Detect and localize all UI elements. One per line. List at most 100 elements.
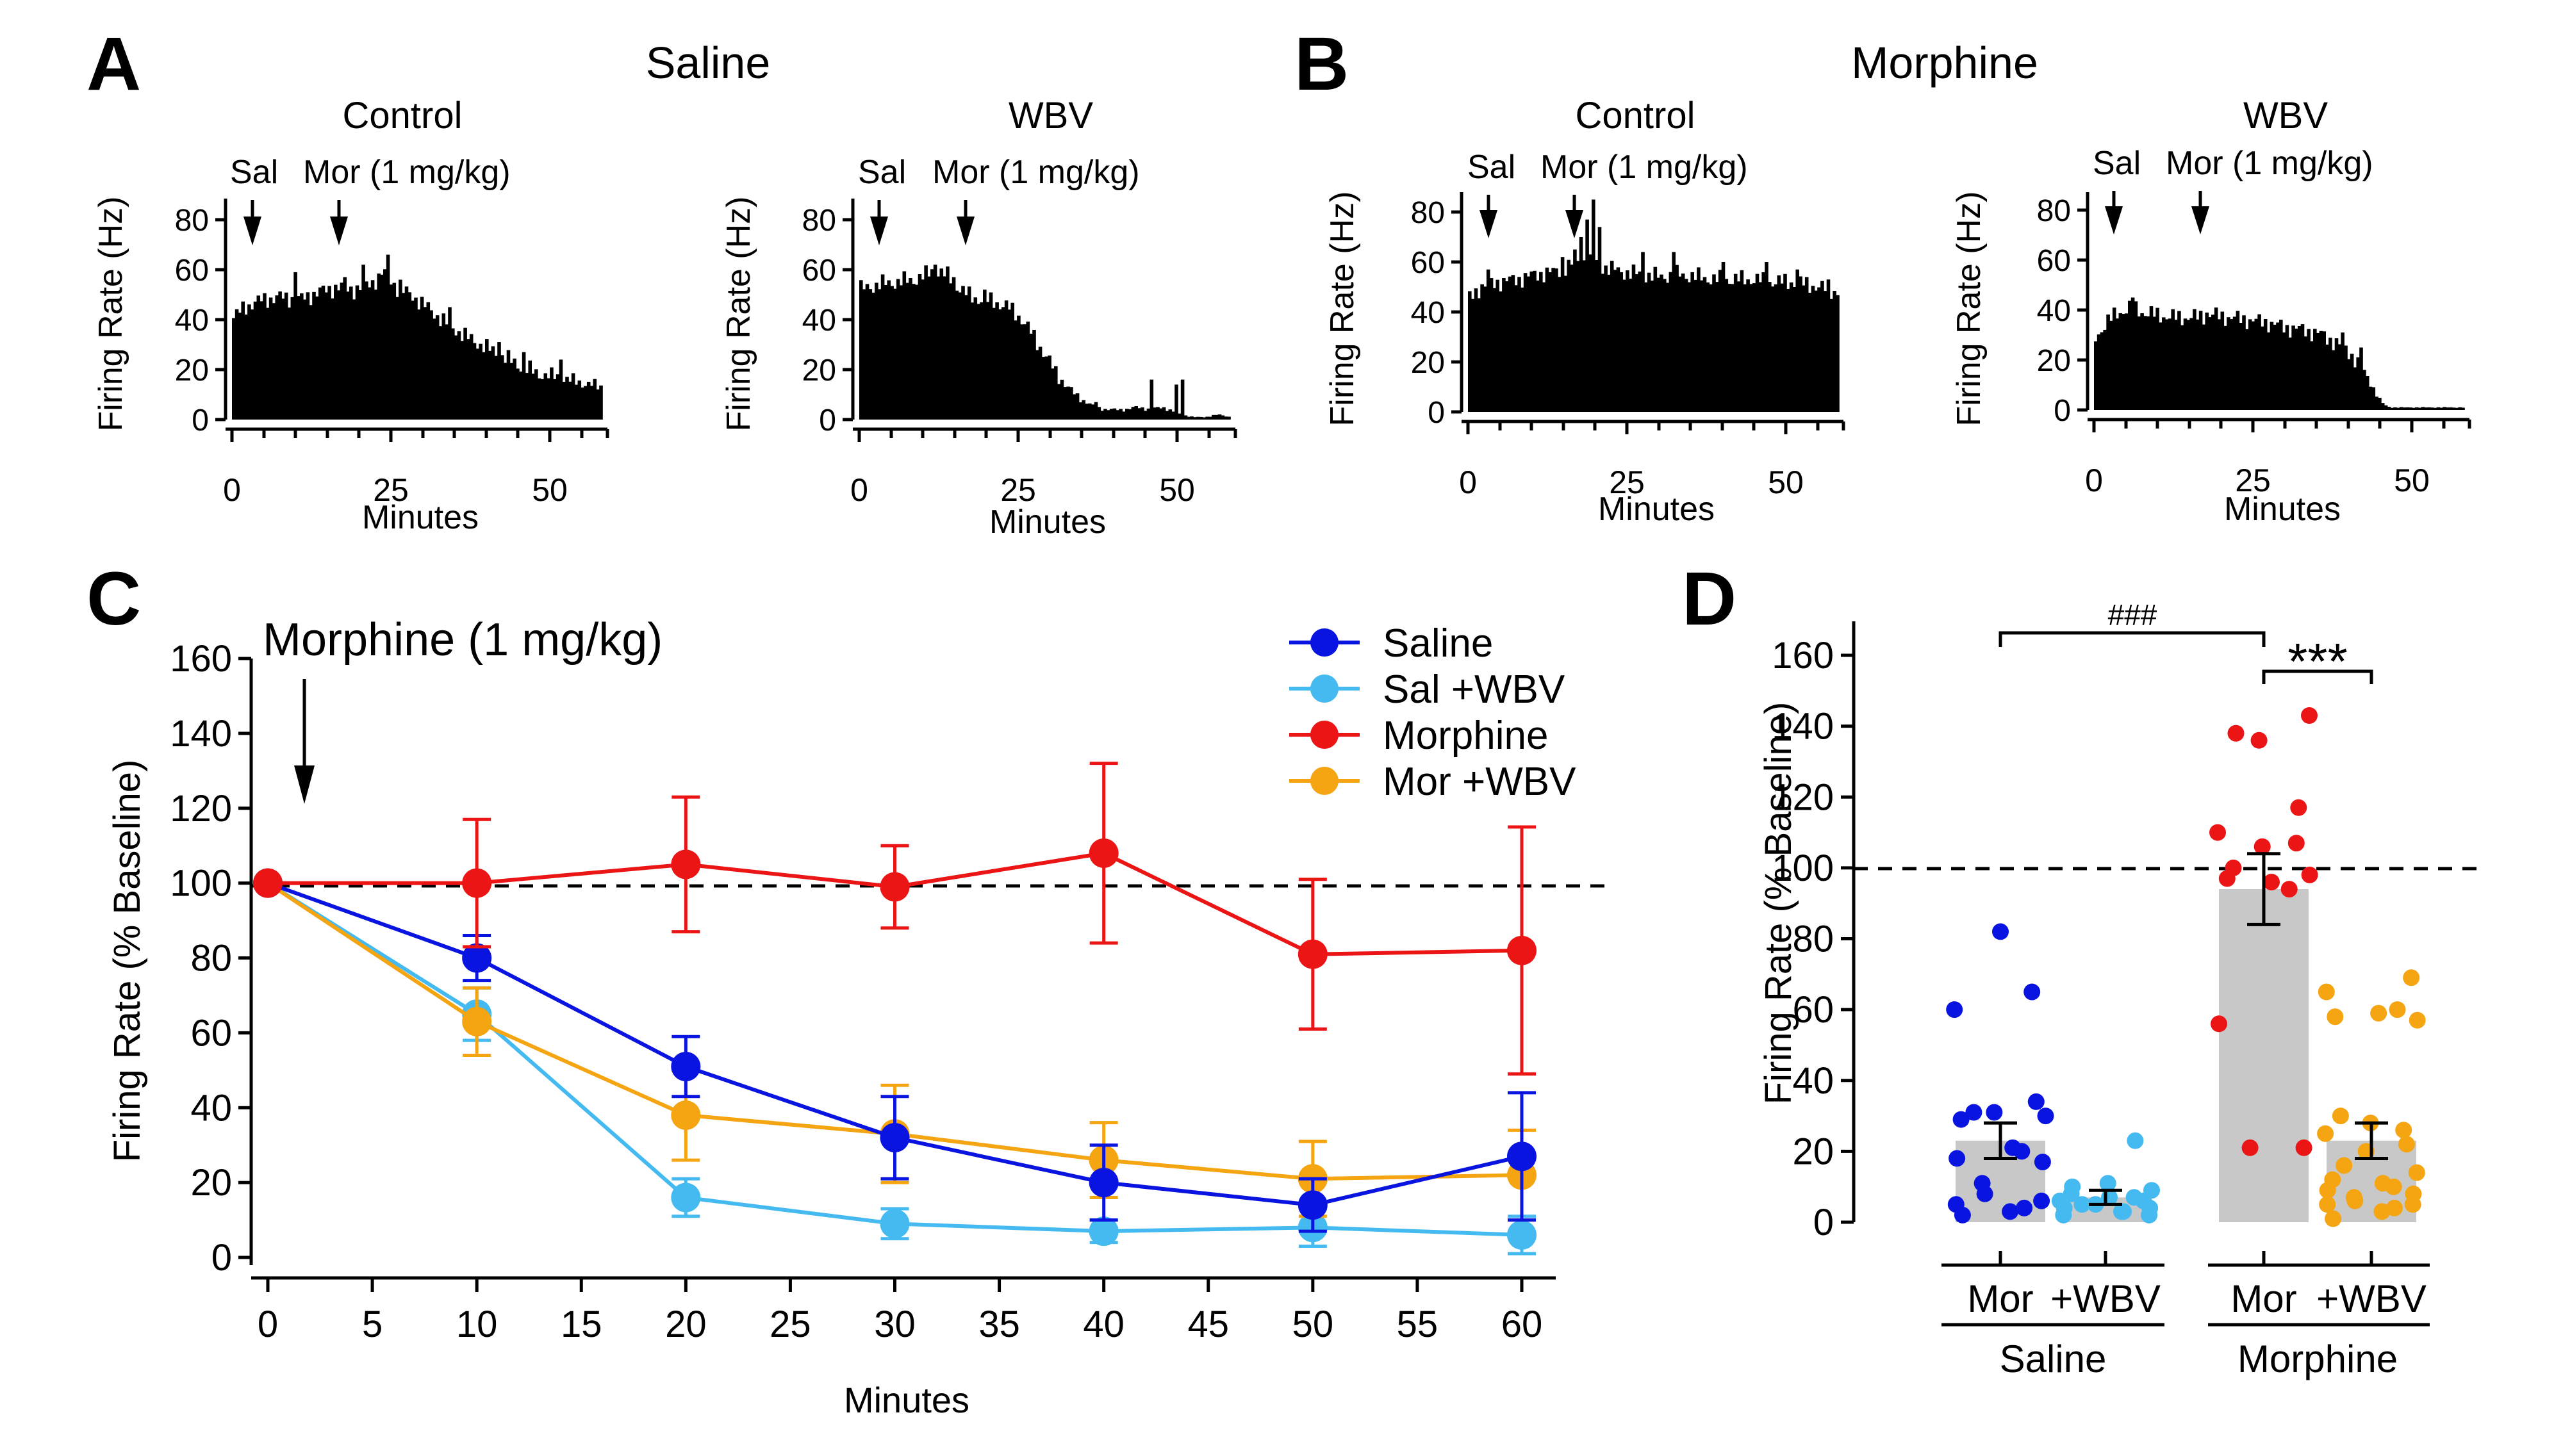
histogram-bar (2458, 407, 2462, 410)
histogram-bar (574, 384, 579, 420)
y-tick-label: 20 (175, 354, 209, 388)
histogram-bar (1616, 267, 1620, 412)
histogram-bar (343, 277, 347, 420)
data-point (880, 1209, 910, 1239)
histogram-bar (1613, 270, 1617, 412)
histogram-bar (1665, 282, 1670, 412)
data-point (2227, 724, 2245, 742)
histogram-bar (2097, 334, 2101, 410)
histogram-bar (927, 276, 931, 420)
histogram-bar (862, 289, 866, 420)
data-point (2403, 969, 2420, 986)
histogram-bar (868, 289, 873, 420)
histogram-bar (1165, 411, 1169, 420)
histogram-bar (2356, 357, 2360, 410)
legend-swatch-marker (1310, 675, 1339, 703)
marker-label-sal: Sal (2093, 145, 2141, 182)
histogram-bar (472, 343, 477, 420)
histogram-bar (1471, 299, 1475, 412)
histogram-bar (1486, 269, 1490, 412)
histogram-bar (235, 309, 239, 420)
histogram-bar (875, 282, 878, 420)
histogram-bar (290, 297, 295, 420)
histogram-bar (1548, 272, 1552, 412)
histogram-bar (1631, 264, 1636, 412)
histogram-bar (2371, 387, 2376, 410)
histogram-bar (871, 292, 875, 420)
histogram-bar (1066, 386, 1070, 420)
histogram-bar (2279, 320, 2283, 410)
data-point (1986, 1104, 2003, 1121)
data-point (2370, 1004, 2387, 1022)
histogram-bar (1644, 282, 1648, 412)
histogram-bar (475, 348, 480, 420)
histogram-bar (509, 363, 514, 420)
histogram-bar (485, 339, 489, 420)
histogram-bar (1780, 283, 1784, 412)
histogram-bar (401, 293, 406, 420)
histogram-bar (1694, 279, 1697, 412)
histogram-bar (2211, 315, 2215, 410)
histogram-bar (2152, 316, 2157, 410)
histogram-bar (2331, 350, 2336, 410)
histogram-bar (1202, 417, 1207, 420)
y-axis-label: Firing Rate (Hz) (1324, 192, 1361, 427)
data-point (2027, 1093, 2045, 1110)
histogram-bar (992, 307, 996, 420)
histogram-bar (367, 287, 372, 420)
data-point (462, 868, 492, 898)
x-tick-label: 0 (2085, 462, 2103, 498)
y-tick-label: 60 (802, 254, 836, 288)
histogram-bar (1094, 402, 1098, 420)
histogram-bar (998, 309, 1002, 420)
histogram-bar (445, 324, 449, 420)
marker-arrow-head-mor (957, 217, 975, 245)
histogram-bar (2300, 324, 2305, 410)
histogram-bar (1227, 416, 1231, 420)
data-point (2346, 1192, 2364, 1209)
histogram-bar (1153, 407, 1157, 420)
histogram-bar (1116, 410, 1120, 420)
histogram-bar (1069, 387, 1073, 420)
histogram-bar (2439, 407, 2444, 410)
y-tick-label: 40 (1792, 1060, 1834, 1102)
data-point (253, 868, 283, 898)
histogram-bar (2384, 405, 2388, 410)
data-point (880, 872, 910, 902)
y-tick-marks (1451, 210, 1462, 414)
histogram-bar (1795, 269, 1799, 412)
d-bars (1946, 707, 2426, 1227)
data-point (2319, 1182, 2336, 1199)
histogram-bar (2257, 314, 2261, 410)
histogram-bar (1563, 275, 1568, 412)
x-group-label: Morphine (2237, 1337, 2398, 1380)
histogram-bar (2100, 332, 2104, 410)
x-category-label: +WBV (2316, 1277, 2427, 1320)
legend-swatch-marker (1310, 721, 1339, 749)
histogram-bar (2143, 316, 2147, 410)
histogram-bar (2448, 407, 2453, 410)
histogram-bar (2229, 319, 2234, 410)
histogram-bar (2380, 403, 2385, 410)
histogram-bar (1740, 270, 1744, 412)
histogram-bar (1483, 286, 1487, 412)
data-point (2287, 835, 2305, 852)
histogram-bar (1499, 291, 1503, 412)
data-point (1298, 1190, 1328, 1220)
x-tick-label: 30 (874, 1304, 916, 1345)
data-point (462, 943, 492, 973)
histogram-bar (1171, 411, 1175, 420)
histogram-bar (349, 286, 353, 420)
histogram-bar (884, 285, 888, 420)
histogram-bar (902, 271, 907, 420)
y-axis-label: Firing Rate (Hz) (1950, 192, 1988, 427)
x-axis-label: Minutes (1598, 491, 1715, 528)
histogram-bar (2405, 407, 2410, 410)
histogram-bar (503, 363, 507, 420)
y-tick-label: 40 (2037, 294, 2071, 328)
y-tick-label: 40 (190, 1087, 232, 1129)
histogram-bar (1048, 356, 1051, 420)
data-point (1089, 1216, 1119, 1247)
x-axis-label: Minutes (2224, 491, 2341, 528)
histogram-title: WBV (1009, 95, 1093, 136)
